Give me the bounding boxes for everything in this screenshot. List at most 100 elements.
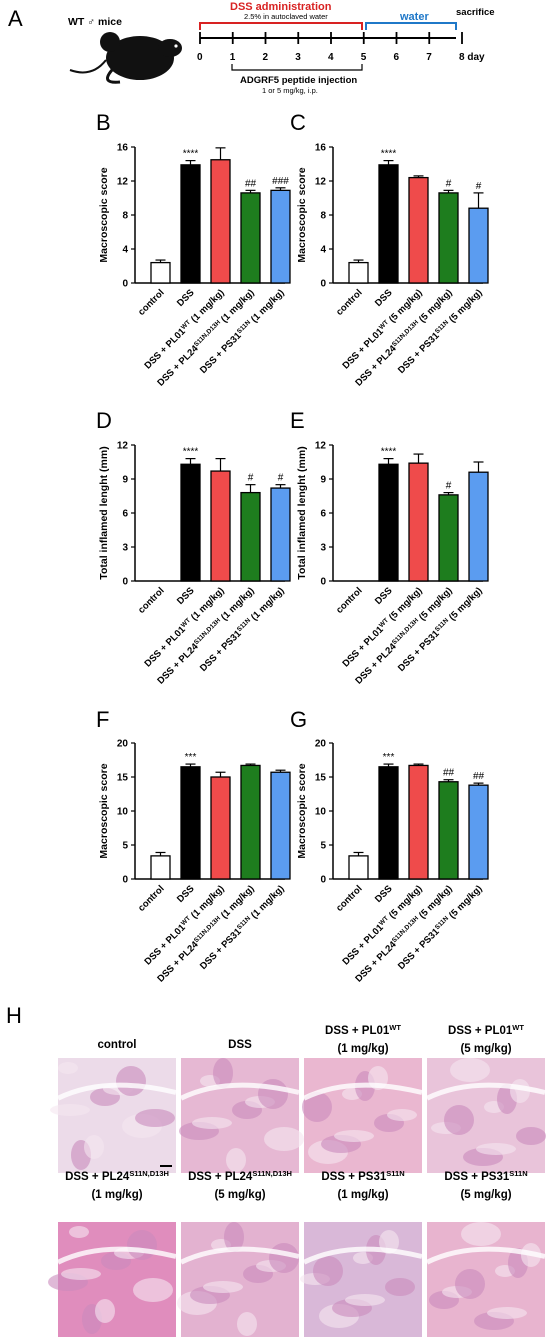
- histology-label: DSS + PL24S11N,D13H: [65, 1169, 169, 1184]
- bar: [348, 261, 369, 284]
- tissue-blob: [385, 1278, 415, 1296]
- bar: [438, 781, 459, 880]
- histology-dose-label: (5 mg/kg): [460, 1043, 511, 1055]
- significance-label: ##: [245, 178, 257, 189]
- histology-label: DSS + PL01WT: [325, 1023, 401, 1038]
- panel-letter-e: E: [290, 408, 305, 433]
- histology-label: DSS + PS31S11N: [321, 1169, 404, 1184]
- histology-image: [48, 1222, 177, 1337]
- bar: [180, 766, 201, 880]
- bar: [180, 164, 201, 284]
- tissue-lumen: [179, 1246, 300, 1265]
- significance-label: ##: [473, 771, 485, 782]
- y-tick-label: 12: [117, 177, 129, 188]
- tissue-blob: [69, 1226, 89, 1238]
- significance-label: ****: [183, 447, 199, 458]
- y-tick-label: 0: [320, 279, 326, 290]
- tissue-lumen: [425, 1246, 546, 1265]
- y-tick-label: 6: [320, 509, 326, 520]
- bar: [240, 192, 261, 284]
- tissue-blob: [203, 1281, 243, 1293]
- tissue-blob: [450, 1058, 490, 1082]
- bar: [468, 784, 489, 880]
- tissue-blob: [135, 1109, 175, 1127]
- dss-admin-label: DSS administration: [230, 1, 332, 13]
- histology-label: control: [98, 1039, 137, 1051]
- tissue-blob: [387, 1109, 417, 1121]
- tissue-blob: [50, 1104, 90, 1116]
- significance-label: ****: [381, 447, 397, 458]
- histology-image: [179, 1058, 304, 1173]
- y-tick-label: 4: [320, 245, 326, 256]
- y-tick-label: 9: [320, 475, 326, 486]
- mouse-icon: [69, 32, 182, 84]
- bar: [408, 764, 429, 880]
- tissue-blob: [226, 1148, 246, 1172]
- timeline-day-label: 6: [394, 52, 400, 63]
- tissue-lumen: [425, 1082, 546, 1101]
- bar: [150, 261, 171, 284]
- significance-label: #: [446, 178, 452, 189]
- significance-label: ****: [183, 149, 199, 160]
- tissue-blob: [192, 1117, 232, 1129]
- panel-letter-g: G: [290, 707, 307, 732]
- timeline-day-label: 2: [263, 52, 269, 63]
- y-axis-label: Total inflamed lenght (mm): [98, 446, 110, 579]
- histology-grid: control DSS DSS + PL01WT (1 mg/kg) DSS + PL0…: [48, 1023, 546, 1337]
- bar: [240, 764, 261, 880]
- panel-letter-d: D: [96, 408, 112, 433]
- y-tick-label: 12: [315, 177, 327, 188]
- tissue-blob: [61, 1268, 101, 1280]
- category-label: DSS: [175, 287, 197, 309]
- y-tick-label: 15: [117, 773, 129, 784]
- y-tick-label: 8: [122, 211, 128, 222]
- significance-label: ##: [443, 768, 455, 779]
- dss-admin-sub: 2.5% in autoclaved water: [244, 12, 328, 21]
- y-tick-label: 0: [122, 875, 128, 886]
- y-tick-label: 15: [315, 773, 327, 784]
- panel-letter-h: H: [6, 1003, 22, 1028]
- timeline-day-label: 3: [295, 52, 301, 63]
- category-label: control: [136, 883, 167, 914]
- histology-label: DSS + PL01WT: [448, 1023, 524, 1038]
- timeline-day-label: 1: [230, 52, 236, 63]
- tissue-blob: [237, 1312, 257, 1336]
- timeline-ticks: 0 1 2 3 4 5 6 7 8 day: [197, 32, 485, 63]
- y-tick-label: 16: [315, 143, 327, 154]
- y-tick-label: 10: [117, 807, 129, 818]
- tissue-lumen: [179, 1082, 300, 1101]
- bar: [438, 192, 459, 284]
- tissue-blob: [487, 1307, 527, 1319]
- tissue-blob: [313, 1256, 343, 1286]
- y-tick-label: 0: [122, 279, 128, 290]
- histology-label: DSS + PS31S11N: [444, 1169, 527, 1184]
- tissue-lumen: [302, 1082, 423, 1101]
- histology-dose-label: (1 mg/kg): [337, 1189, 388, 1201]
- y-tick-label: 5: [320, 841, 326, 852]
- y-tick-label: 20: [315, 739, 327, 750]
- category-label: DSS: [175, 883, 197, 905]
- category-label: control: [136, 287, 167, 318]
- bar: [348, 855, 369, 880]
- histology-label: DSS + PL24S11N,D13H: [188, 1169, 292, 1184]
- significance-label: ***: [185, 752, 197, 763]
- y-tick-label: 0: [320, 875, 326, 886]
- category-label: DSS: [175, 585, 197, 607]
- tissue-blob: [302, 1092, 332, 1122]
- y-tick-label: 0: [122, 577, 128, 588]
- y-tick-label: 20: [117, 739, 129, 750]
- significance-label: #: [476, 181, 482, 192]
- tissue-blob: [95, 1299, 115, 1323]
- y-axis-label: Macroscopic score: [296, 763, 308, 858]
- bar: [468, 207, 489, 284]
- y-tick-label: 0: [320, 577, 326, 588]
- tissue-lumen: [56, 1082, 177, 1101]
- panel-letter-b: B: [96, 110, 111, 135]
- histology-dose-label: (1 mg/kg): [337, 1043, 388, 1055]
- panel-letter-c: C: [290, 110, 306, 135]
- bar: [210, 159, 231, 284]
- bar: [270, 189, 291, 284]
